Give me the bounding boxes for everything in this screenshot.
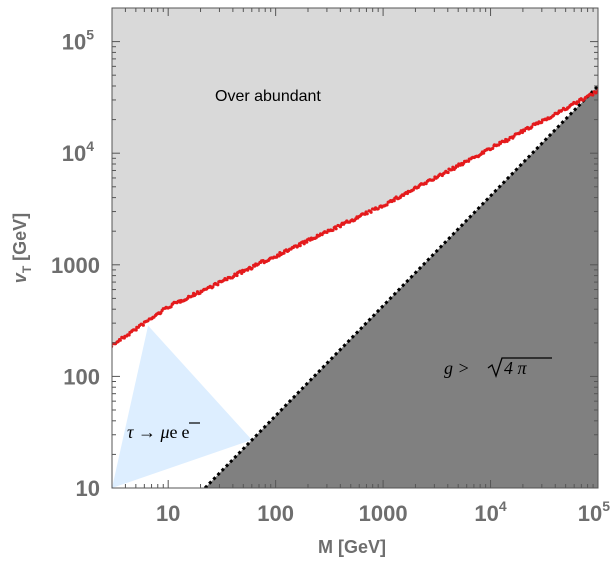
y-tick-label: 100 [63,364,100,389]
relic-point [211,285,215,289]
y-axis: 10 100 1000 104 105 [51,27,598,501]
relic-point [376,207,380,211]
relic-point [216,283,220,287]
y-axis-label: vT[GeV] [10,213,34,283]
x-tick-label: 10 [156,501,180,526]
svg-text:τ → μee: τ → μe e [127,422,190,442]
relic-point [334,227,338,231]
relic-point [450,168,454,172]
relic-point [392,199,396,203]
relic-point [169,305,173,309]
relic-density-curve [112,88,598,349]
x-tick-label: 104 [474,498,506,526]
x-tick-label: 105 [578,498,610,526]
x-tick-label: 100 [257,501,294,526]
relic-point [385,203,389,207]
relic-point [491,146,495,150]
relic-point [595,90,598,94]
y-tick-label: 10 [76,476,100,501]
relic-point [530,125,534,129]
relic-point [127,333,131,337]
relic-point [240,271,244,275]
relic-point [520,130,525,135]
over-abundant-label: Over abundant [215,88,321,105]
y-tick-label: 104 [62,138,94,166]
x-axis: 10 100 1000 104 105 [124,8,610,526]
over-abundant-region [112,8,598,346]
y-tick-label: 1000 [51,253,100,278]
relic-point [482,151,486,155]
relic-point [498,141,503,145]
y-tick-label: 105 [62,27,94,55]
relic-point [298,244,302,248]
relic-point [591,93,595,97]
relic-point [235,273,239,278]
relic-point [365,212,369,216]
relic-point [231,275,236,279]
x-axis-label: M [GeV] [318,537,386,557]
relic-point [141,323,145,327]
plot-frame [111,7,599,489]
relic-point [432,178,436,182]
svg-text:g >: g > [444,358,470,378]
perturbativity-label: g > 4 π [444,357,552,378]
relic-point [238,269,242,273]
svg-text:4 π: 4 π [504,358,528,378]
relic-point [302,242,306,246]
relic-point [331,228,335,232]
perturbativity-bound-line [203,84,598,488]
relic-point [540,120,544,124]
x-tick-label: 1000 [359,501,408,526]
relic-point [194,292,198,296]
relic-point [446,170,450,175]
tau-decay-label: τ → μe e [127,422,200,442]
relic-point [118,338,122,342]
relic-point [250,266,254,270]
relic-point [560,108,564,113]
relic-point [134,328,138,332]
sqrt-symbol [487,357,552,378]
relic-point [369,210,373,214]
tau-decay-region [112,325,252,488]
